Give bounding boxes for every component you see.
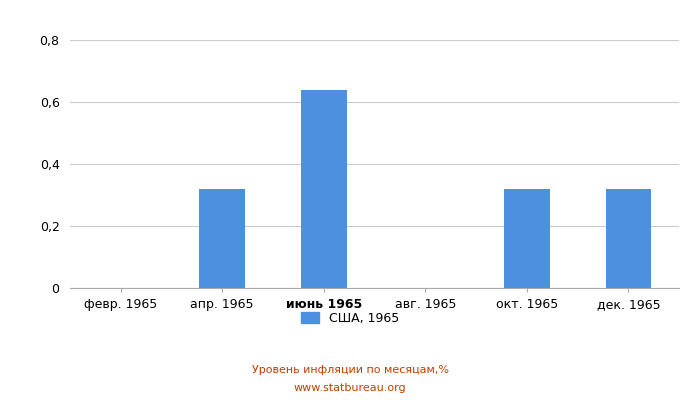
- Legend: США, 1965: США, 1965: [295, 307, 405, 330]
- Bar: [606, 189, 651, 288]
- Bar: [301, 90, 346, 288]
- Bar: [504, 189, 550, 288]
- Bar: [199, 189, 245, 288]
- Text: www.statbureau.org: www.statbureau.org: [294, 383, 406, 393]
- Text: Уровень инфляции по месяцам,%: Уровень инфляции по месяцам,%: [251, 365, 449, 375]
